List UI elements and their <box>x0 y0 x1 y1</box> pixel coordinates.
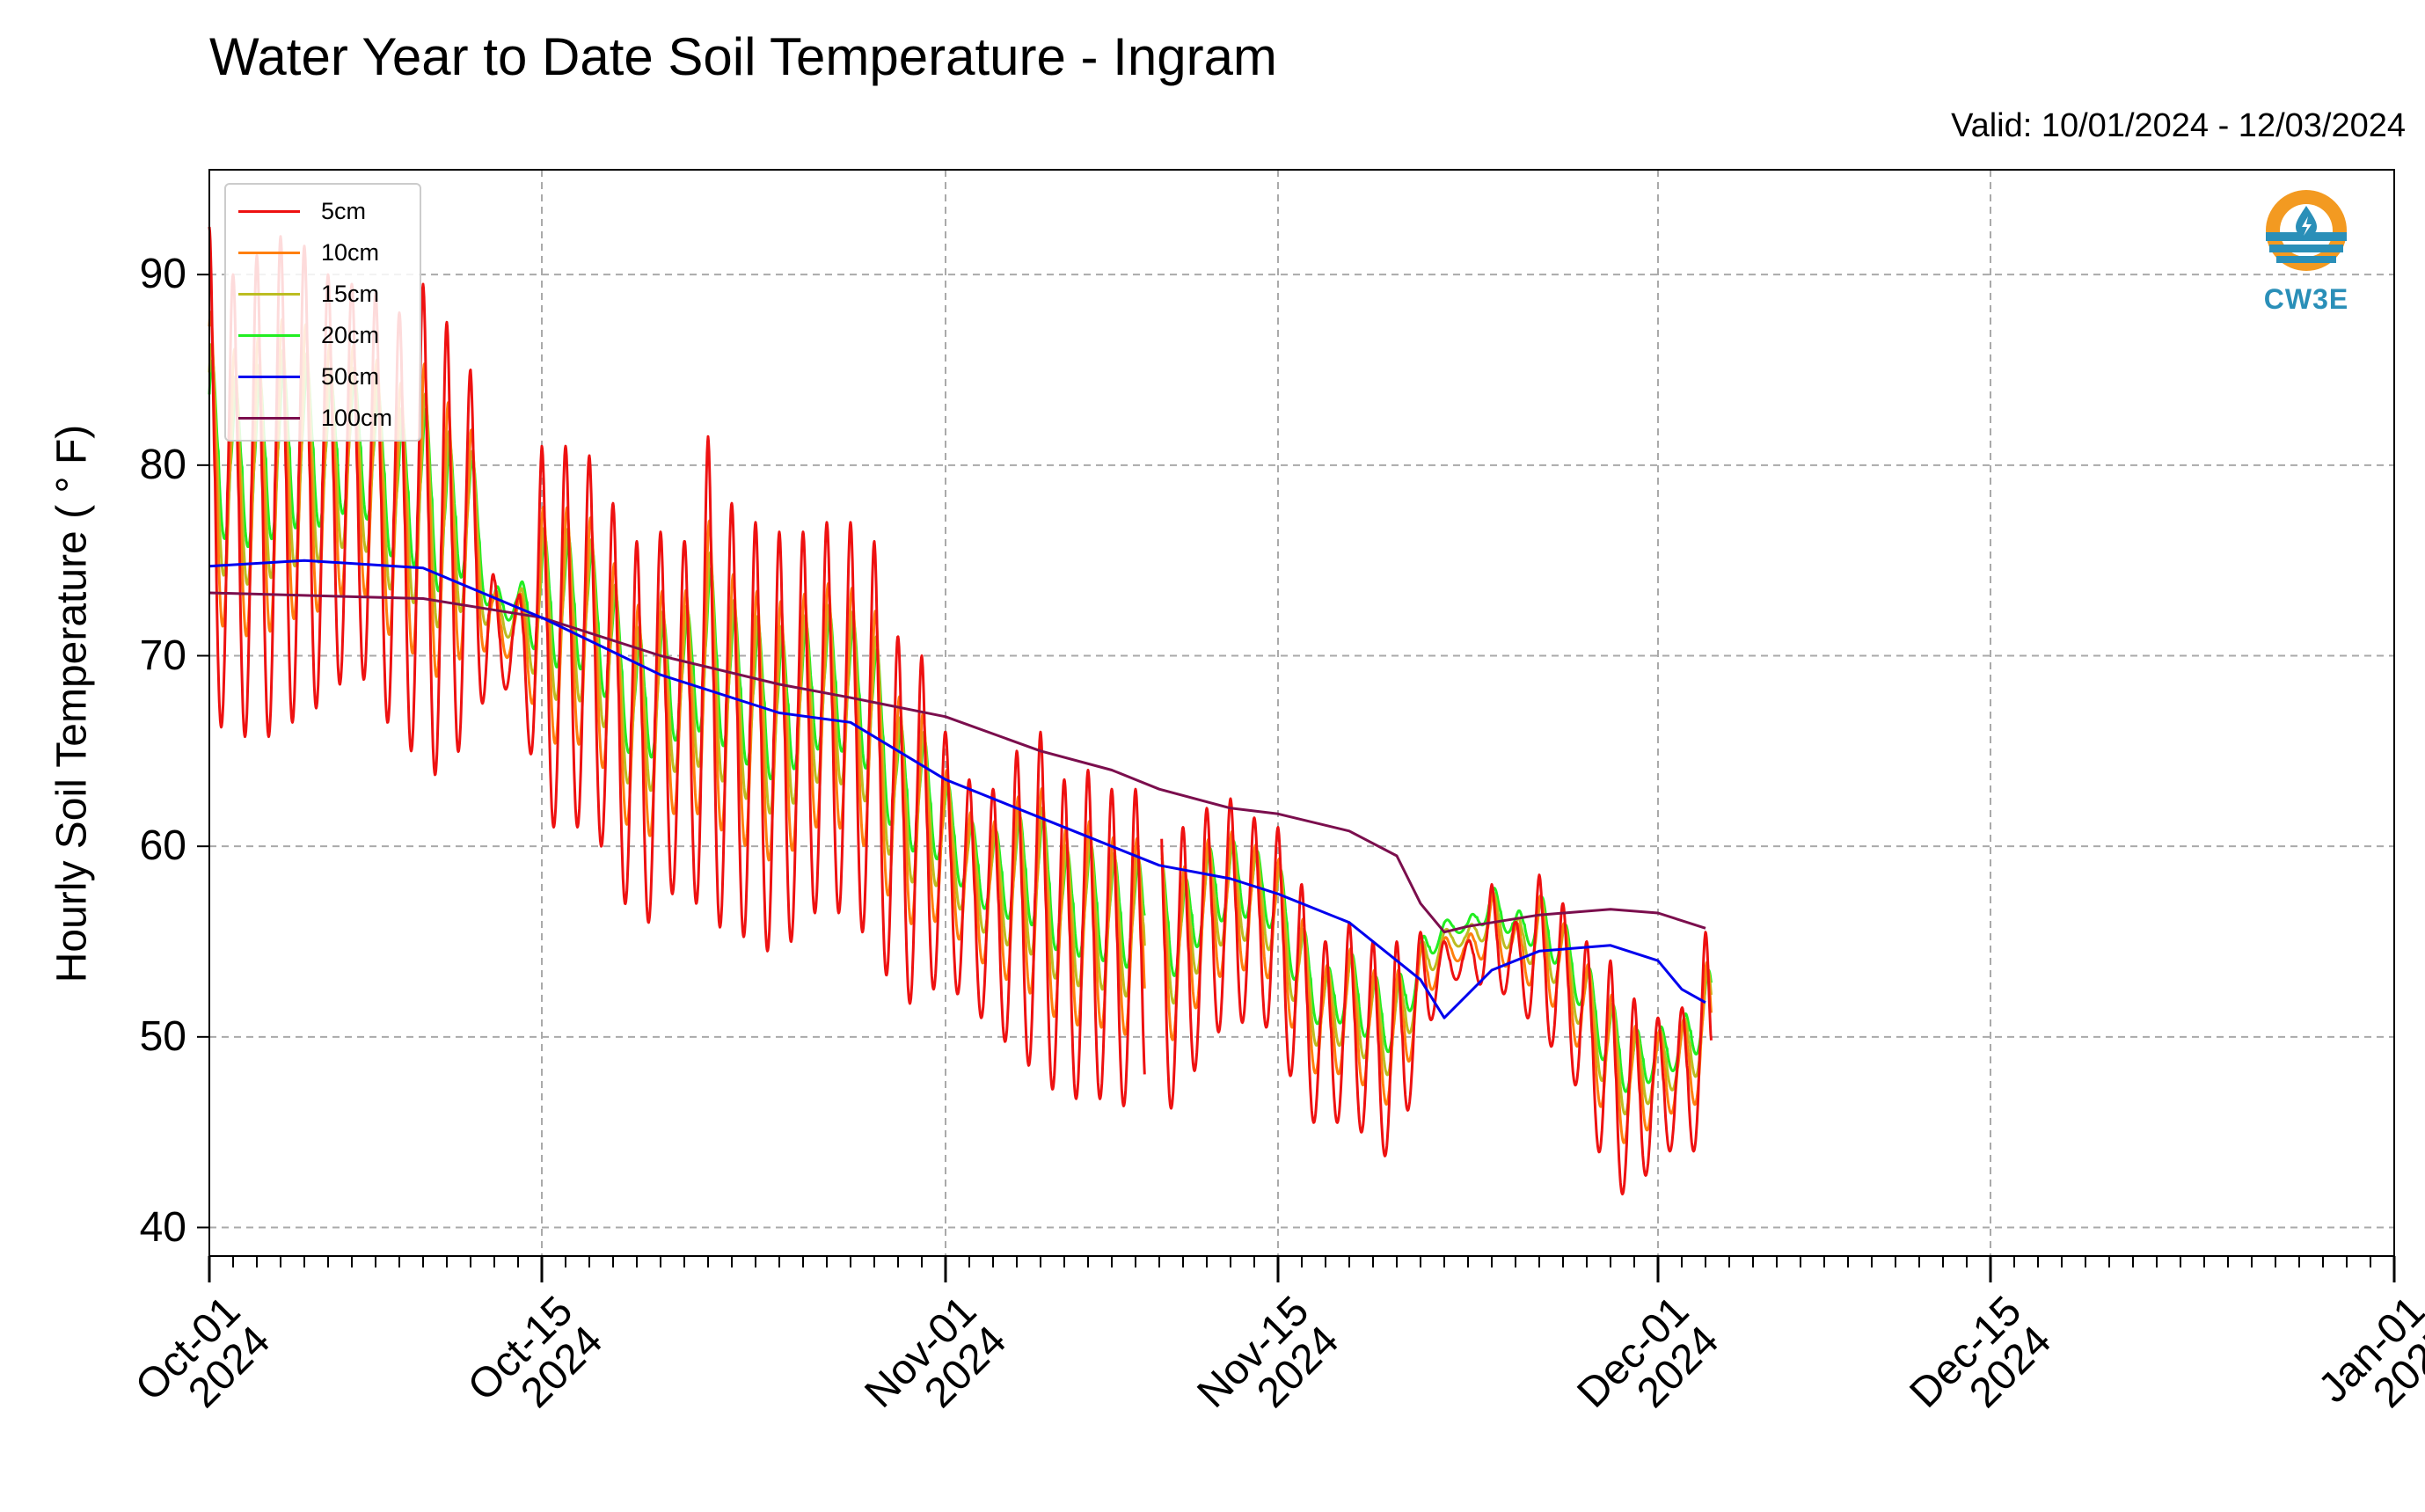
series-lines <box>208 226 1713 1196</box>
y-tick-label: 70 <box>139 632 186 679</box>
y-tick-label: 50 <box>139 1012 186 1060</box>
axis-ticks <box>197 274 2396 1282</box>
legend-swatch <box>238 251 300 254</box>
logo-icon <box>2266 190 2347 271</box>
legend-swatch <box>238 292 300 296</box>
y-tick-label: 60 <box>139 822 186 870</box>
y-tick-label: 90 <box>139 251 186 298</box>
legend-swatch <box>238 209 300 213</box>
legend-item-15cm: 15cm <box>238 273 379 315</box>
legend-item-10cm: 10cm <box>238 231 379 274</box>
legend-item-5cm: 5cm <box>238 190 366 232</box>
legend-swatch <box>238 416 300 420</box>
legend-label: 10cm <box>321 238 380 266</box>
logo-text: CW3E <box>2263 283 2349 315</box>
chart-subtitle: Valid: 10/01/2024 - 12/03/2024 <box>1951 107 2406 144</box>
legend-label: 15cm <box>321 280 380 307</box>
legend-label: 100cm <box>321 404 393 431</box>
legend-swatch <box>238 333 300 337</box>
cw3e-logo: CW3E <box>2253 185 2359 325</box>
chart-title: Water Year to Date Soil Temperature - In… <box>209 27 1277 86</box>
y-tick-label: 80 <box>139 441 186 488</box>
series-line-100cm <box>208 591 1706 934</box>
legend-swatch <box>238 375 300 378</box>
y-tick-label: 40 <box>139 1203 186 1251</box>
legend-label: 5cm <box>321 197 367 224</box>
series-line-15cm <box>208 342 1713 1116</box>
legend-label: 50cm <box>321 362 380 390</box>
legend-item-50cm: 50cm <box>238 355 379 398</box>
series-line-50cm <box>208 559 1706 1019</box>
legend-item-100cm: 100cm <box>238 397 392 439</box>
legend: 5cm 10cm 15cm 20cm 50cm 100cm <box>224 183 421 442</box>
series-line-10cm <box>208 310 1713 1144</box>
series-line-5cm <box>208 226 1713 1196</box>
legend-label: 20cm <box>321 321 380 348</box>
legend-item-20cm: 20cm <box>238 314 379 356</box>
plot-frame <box>208 169 2395 1257</box>
grid-lines <box>208 170 2395 1256</box>
